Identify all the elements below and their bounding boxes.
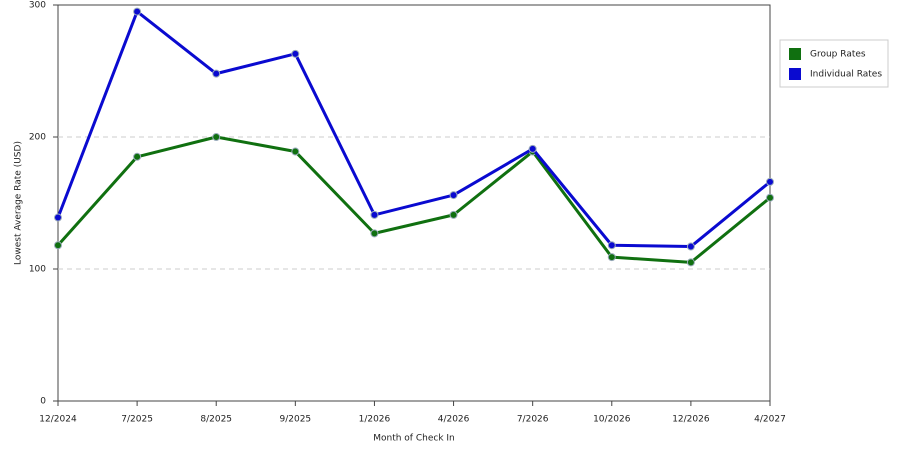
series-line: [56, 135, 771, 264]
x-tick-label: 7/2025: [121, 415, 153, 425]
point: [212, 69, 221, 78]
series-line: [56, 10, 771, 249]
y-axis-label: Lowest Average Rate (USD): [14, 141, 24, 265]
x-tick-label: 4/2027: [754, 415, 786, 425]
point: [607, 253, 616, 262]
x-tick-label: 12/2024: [39, 415, 77, 425]
point: [766, 193, 774, 202]
x-axis-label: Month of Check In: [373, 434, 455, 444]
point: [449, 210, 458, 219]
point: [766, 177, 774, 186]
x-tick-label: 10/2026: [593, 415, 631, 425]
point: [607, 241, 616, 250]
x-tick-label: 12/2026: [672, 415, 710, 425]
y-tick-label: 300: [29, 1, 46, 11]
legend-label: Group Rates: [810, 50, 866, 60]
point: [528, 144, 537, 153]
point: [291, 147, 300, 156]
point: [54, 241, 62, 250]
x-tick-label: 8/2025: [200, 415, 232, 425]
plot-frame: [57, 4, 771, 402]
legend-label: Individual Rates: [810, 70, 882, 80]
point: [370, 210, 379, 219]
x-tick-label: 1/2026: [359, 415, 391, 425]
y-tick-label: 0: [40, 397, 46, 407]
x-tick-label: 4/2026: [438, 415, 470, 425]
legend-swatch: [789, 68, 801, 80]
point: [133, 152, 142, 161]
point: [212, 133, 221, 141]
legend-swatch: [789, 48, 801, 60]
point: [133, 7, 142, 16]
y-tick-label: 200: [29, 133, 46, 143]
point: [686, 258, 695, 267]
point: [686, 242, 695, 251]
x-tick-label: 9/2025: [279, 415, 311, 425]
point: [370, 229, 379, 238]
point: [291, 49, 300, 58]
x-tick-label: 7/2026: [517, 415, 549, 425]
y-tick-label: 100: [29, 265, 46, 275]
point: [449, 191, 458, 200]
point: [54, 213, 62, 222]
